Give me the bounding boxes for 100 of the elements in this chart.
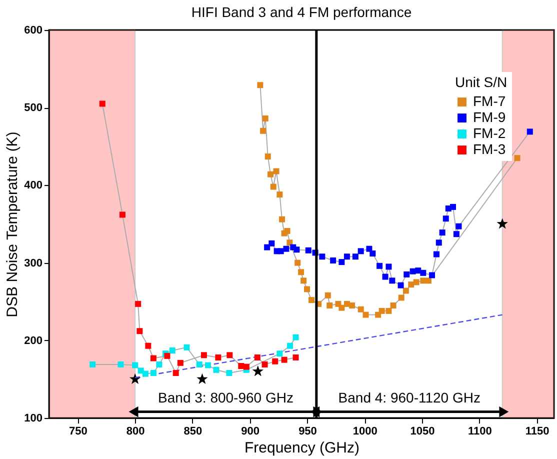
- y-tick-label: 400: [24, 180, 42, 192]
- point: [177, 360, 184, 366]
- x-tick-label: 900: [241, 426, 260, 438]
- point: [386, 308, 392, 314]
- x-tick-label: 950: [298, 426, 317, 438]
- x-tick-label: 1050: [410, 426, 435, 438]
- point: [260, 128, 266, 134]
- point: [420, 270, 426, 276]
- point: [99, 100, 106, 107]
- point: [90, 361, 96, 368]
- point: [344, 254, 350, 260]
- point: [264, 244, 270, 250]
- point: [238, 363, 244, 370]
- point: [184, 344, 190, 350]
- point: [362, 312, 369, 318]
- point: [338, 304, 345, 311]
- point: [390, 302, 396, 308]
- legend-label: FM-7: [473, 93, 506, 109]
- point: [226, 370, 232, 376]
- point: [213, 366, 220, 373]
- point: [150, 355, 156, 362]
- x-tick-label: 1150: [525, 426, 550, 438]
- point: [298, 269, 304, 276]
- point: [456, 223, 462, 230]
- point: [169, 347, 176, 354]
- y-tick-label: 500: [24, 102, 42, 114]
- point: [262, 361, 268, 368]
- point: [338, 259, 345, 266]
- point: [281, 356, 288, 363]
- point: [286, 240, 293, 246]
- y-tick-label: 600: [24, 24, 42, 36]
- point: [268, 240, 275, 246]
- point: [226, 352, 233, 358]
- point: [496, 218, 508, 229]
- point: [349, 302, 355, 308]
- point: [292, 334, 299, 340]
- chart-title: HIFI Band 3 and 4 FM performance: [191, 4, 412, 20]
- point: [428, 272, 435, 278]
- point: [408, 282, 414, 288]
- y-axis-title: DSB Noise Temperature (K): [4, 132, 22, 318]
- y-tick-label: 100: [24, 412, 42, 424]
- point: [370, 250, 376, 256]
- point: [276, 192, 283, 198]
- annotation: Band 3: 800-960 GHz: [158, 390, 294, 406]
- point: [172, 370, 179, 376]
- point: [294, 246, 300, 253]
- point: [304, 286, 310, 292]
- point: [358, 248, 364, 254]
- point: [132, 362, 138, 368]
- point: [196, 373, 208, 384]
- point: [436, 240, 442, 246]
- point: [145, 342, 152, 349]
- point: [352, 254, 358, 260]
- point: [425, 278, 432, 284]
- point: [326, 302, 333, 308]
- point: [450, 204, 456, 210]
- point: [200, 352, 207, 358]
- point: [413, 279, 420, 286]
- point: [129, 373, 141, 384]
- point: [276, 350, 283, 357]
- point: [386, 264, 392, 270]
- point: [215, 354, 222, 360]
- point: [376, 262, 383, 269]
- legend-label: FM-9: [473, 109, 506, 125]
- point: [196, 361, 202, 368]
- point: [156, 361, 162, 368]
- point: [283, 246, 290, 252]
- point: [404, 271, 410, 278]
- point: [324, 292, 331, 298]
- legend-label: FM-3: [473, 141, 506, 157]
- point: [136, 328, 143, 334]
- legend-label: FM-2: [473, 125, 506, 141]
- point: [294, 260, 301, 266]
- point: [389, 278, 396, 284]
- point: [287, 342, 294, 349]
- point: [308, 297, 314, 304]
- point: [262, 115, 268, 122]
- point: [118, 361, 124, 368]
- point: [382, 274, 388, 280]
- point: [378, 308, 385, 314]
- point: [330, 257, 336, 264]
- point: [270, 184, 276, 190]
- point: [273, 168, 280, 174]
- point: [398, 282, 404, 288]
- point: [278, 216, 285, 222]
- point: [300, 278, 307, 284]
- point: [319, 254, 326, 260]
- point: [150, 370, 156, 376]
- point: [243, 364, 250, 370]
- point: [526, 128, 533, 135]
- point: [292, 354, 299, 360]
- point: [402, 288, 409, 294]
- point: [439, 230, 446, 236]
- y-tick-label: 200: [24, 334, 42, 347]
- point: [514, 155, 520, 162]
- point: [135, 300, 142, 307]
- point: [415, 268, 422, 274]
- point: [398, 294, 404, 301]
- point: [257, 82, 264, 88]
- point: [433, 251, 440, 258]
